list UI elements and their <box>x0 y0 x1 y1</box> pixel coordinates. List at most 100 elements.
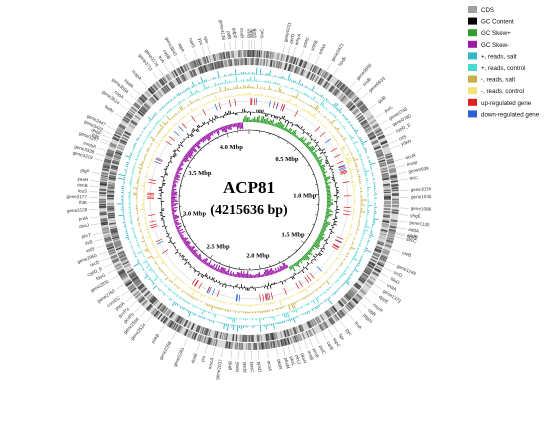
gene-leader-line <box>369 103 377 110</box>
legend-label: up-regulated gene <box>481 100 532 107</box>
gene-label: gerD <box>288 33 296 45</box>
legend: CDS GC Content GC Skew+ GC Skew- +, reads, s… <box>468 6 540 118</box>
gene-leader-line <box>258 350 259 360</box>
gene-leader-line <box>309 338 313 347</box>
gene-label: srfAB <box>310 39 319 51</box>
gene-leader-line <box>385 132 395 137</box>
gene-leader-line <box>397 172 407 174</box>
gene-leader-line <box>96 245 106 249</box>
gene-label: mapA <box>131 69 143 82</box>
gene-leader-line <box>282 44 286 53</box>
scale-tick <box>293 148 297 152</box>
gene-leader-line <box>390 145 400 149</box>
deg-ring <box>147 98 351 302</box>
gene-leader-line <box>116 284 124 290</box>
gene-label: ydkN <box>400 138 412 146</box>
gene-label: ppsC <box>250 362 255 373</box>
gene-label: gene2283 <box>172 346 185 367</box>
gene-leader-line <box>396 232 406 235</box>
scale-tick <box>301 155 304 158</box>
gene-label: mmbA <box>83 140 98 149</box>
gene-label: recD <box>89 259 101 268</box>
gene-leader-line <box>304 340 308 349</box>
gene-leader-line <box>104 130 113 136</box>
gene-leader-line <box>194 49 198 59</box>
legend-swatch <box>468 110 477 118</box>
scale-tick <box>307 164 310 166</box>
gene-leader-line <box>159 325 165 333</box>
gene-label: gene1130 <box>409 220 430 228</box>
gene-label: gene0939 <box>408 166 429 175</box>
gene-label: gene0231 <box>283 21 293 42</box>
gene-leader-line <box>396 233 405 237</box>
gene-leader-line <box>152 72 159 80</box>
gene-label: gyrA <box>246 28 251 38</box>
gene-label: pksM <box>283 357 290 369</box>
gene-label: citS <box>398 134 407 142</box>
legend-swatch <box>468 98 477 106</box>
legend-label: +, reads, salt <box>481 53 517 60</box>
scale-tick <box>308 233 311 235</box>
gene-leader-line <box>103 263 113 268</box>
gene-label: ppsB <box>242 362 247 373</box>
gene-leader-line <box>267 349 269 359</box>
gene-label: srfAA <box>318 42 328 55</box>
scale-tick <box>187 165 192 169</box>
gene-leader-line <box>355 86 363 94</box>
gene-label: carB <box>401 250 412 258</box>
gene-leader-line <box>171 331 176 341</box>
gene-label: ppsE <box>234 361 240 372</box>
gene-leader-line <box>333 67 339 75</box>
gc-content-ring <box>157 108 340 292</box>
gene-leader-line <box>89 185 99 187</box>
scale-ticks: 0.5 Mbp 1.0 Mbp 1.5 Mbp 2.0 Mbp 2.5 Mbp 3.0 M… <box>178 129 320 271</box>
gene-label: yaaH <box>77 176 88 182</box>
scale-tick <box>219 261 221 264</box>
gene-label: gene2356 <box>158 340 172 361</box>
gene-label: fruA <box>354 320 364 330</box>
gene-leader-line <box>398 178 408 181</box>
gene-leader-line <box>397 227 407 230</box>
gene-leader-line <box>315 56 320 65</box>
track-plus-reads-salt <box>116 67 379 332</box>
track-minus-reads-control <box>138 91 357 307</box>
gene-leader-line <box>129 93 137 101</box>
legend-label: down-regulated gene <box>481 111 540 118</box>
gene-leader-line <box>276 348 279 358</box>
legend-swatch <box>468 75 477 83</box>
gene-label: clpB <box>367 307 377 317</box>
gene-label: amyA <box>294 32 302 46</box>
gene-label: pksR <box>276 359 283 371</box>
gene-leader-line <box>110 275 119 281</box>
gene-label: mscA <box>207 356 215 369</box>
gene-label: sndb <box>362 76 373 87</box>
gene-leader-line <box>164 64 170 73</box>
gene-label: gene3338 <box>74 144 95 155</box>
gene-leader-line <box>107 269 116 275</box>
scale-label: 3.5 Mbp <box>188 170 212 177</box>
scale-tick <box>300 240 305 244</box>
scale-tick <box>268 133 270 136</box>
gene-leader-line <box>355 306 363 314</box>
gene-label: ptfB <box>226 31 232 40</box>
gene-label: gene3128 <box>67 207 88 213</box>
gene-label: gene1045 <box>411 194 432 199</box>
gene-leader-line <box>92 232 102 235</box>
genome-title: ACP81 <box>223 178 275 197</box>
gene-label: srfAC <box>302 35 311 48</box>
gene-leader-line <box>361 92 369 100</box>
gene-label: rpoB <box>252 28 257 38</box>
gene-leader-line <box>399 190 409 191</box>
scale-tick <box>287 255 290 258</box>
gene-label: glgP <box>80 168 90 175</box>
gene-leader-line <box>89 209 99 210</box>
gene-leader-line <box>134 305 142 313</box>
gene-label: norG <box>406 234 417 241</box>
gene-leader-line <box>125 295 133 302</box>
gene-leader-line <box>176 57 181 66</box>
genome-size: (4215636 bp) <box>210 203 288 218</box>
gene-leader-line <box>395 236 405 239</box>
gene-leader-line <box>141 80 149 88</box>
scale-tick <box>278 136 280 139</box>
gene-leader-line <box>101 257 110 262</box>
